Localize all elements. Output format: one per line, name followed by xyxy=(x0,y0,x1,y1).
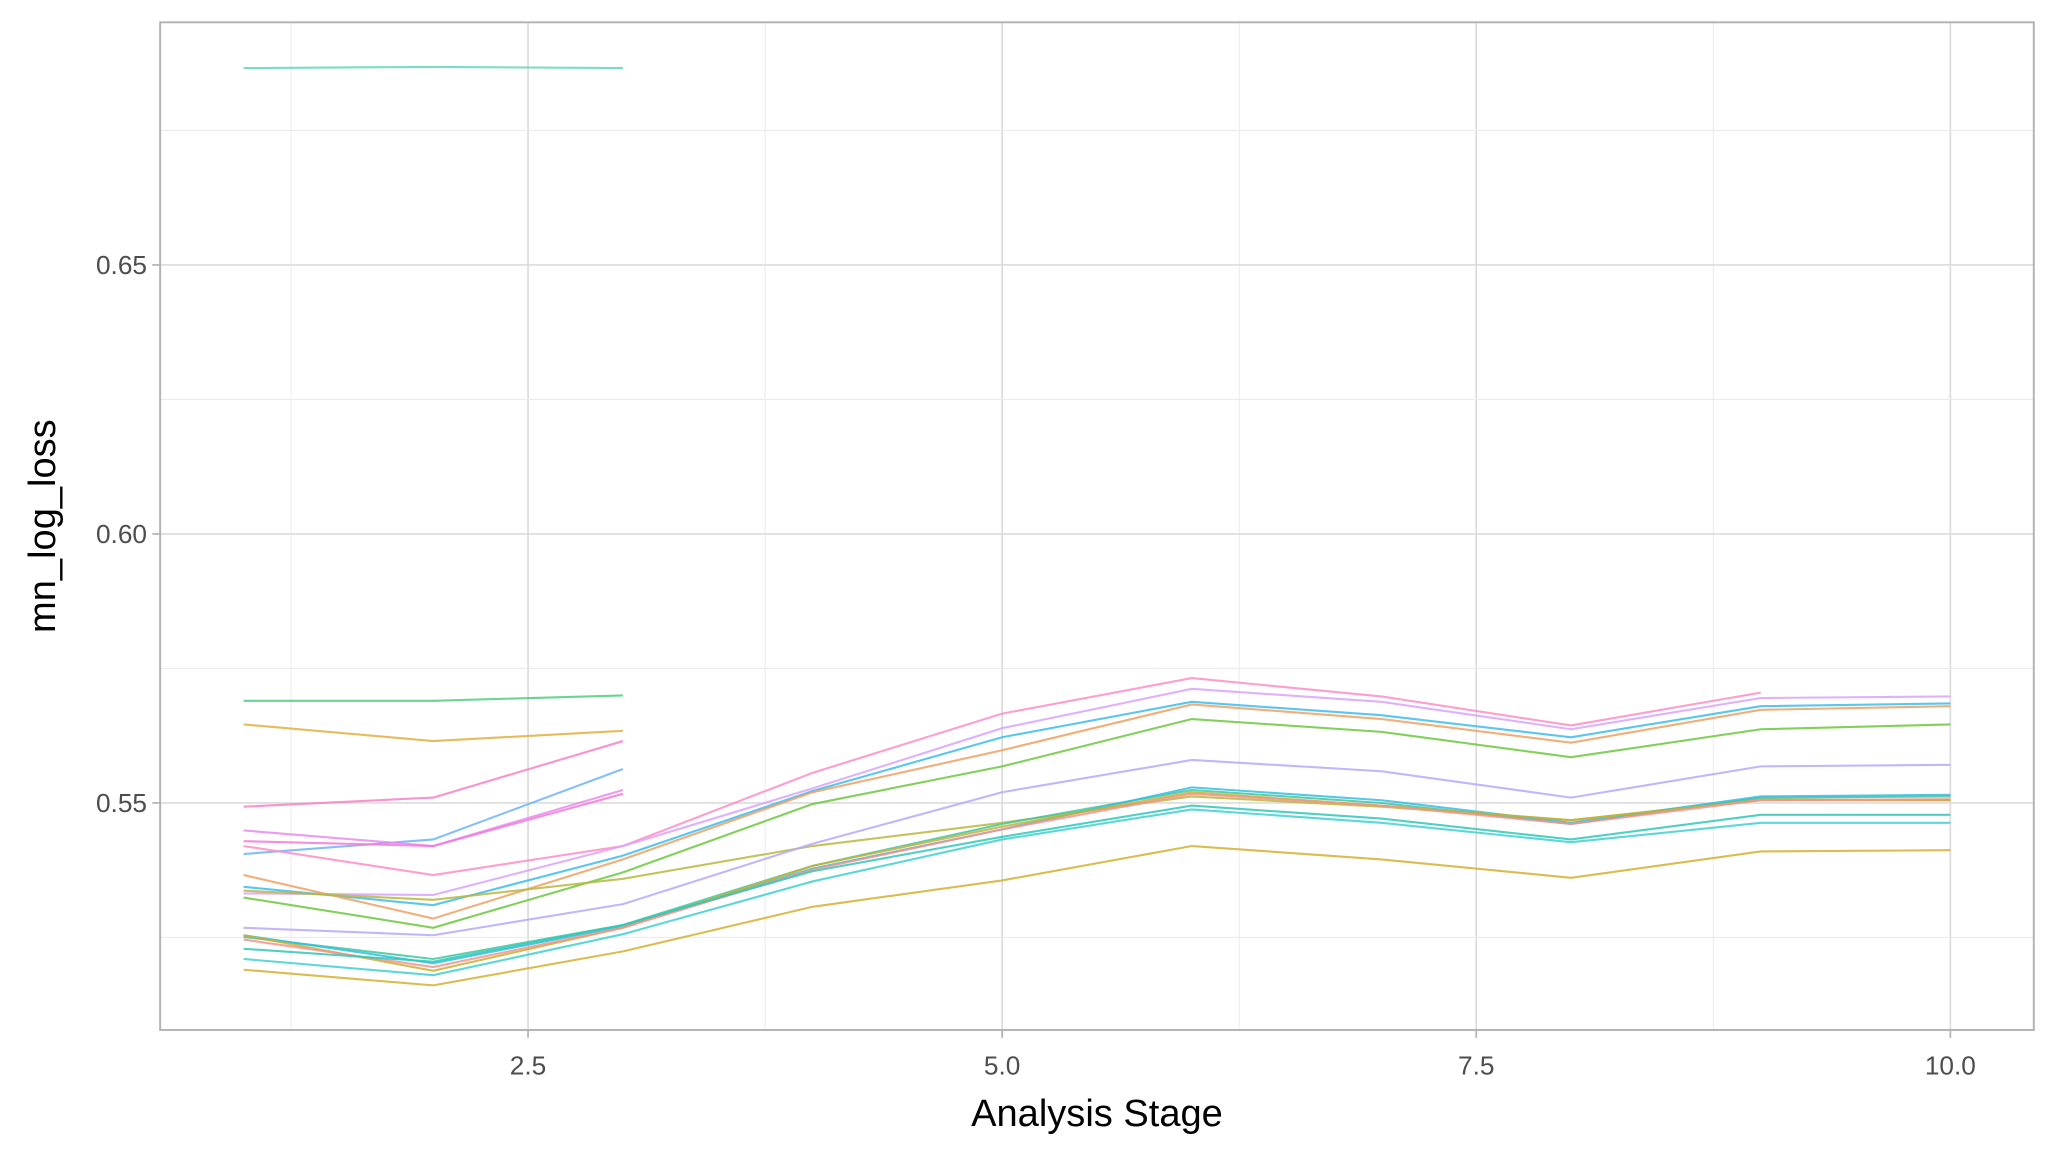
y-tick-label: 0.60 xyxy=(96,519,147,549)
series-line-4 xyxy=(243,740,624,808)
series-line-17 xyxy=(243,791,1951,972)
y-tick-label: 0.55 xyxy=(96,788,147,818)
panel-border xyxy=(159,21,2035,1031)
series-line-1 xyxy=(243,65,623,70)
series-line-7 xyxy=(243,792,624,848)
series-line-2 xyxy=(243,694,623,702)
x-tick-label: 10.0 xyxy=(1925,1051,1976,1081)
axis-ticks: 2.5 5.0 7.5 10.0 0.55 0.60 0.65 xyxy=(96,250,1976,1080)
series-line-18 xyxy=(243,792,1951,969)
x-tick-label: 2.5 xyxy=(510,1051,546,1081)
series-line-21 xyxy=(243,844,1951,987)
x-tick-label: 5.0 xyxy=(984,1051,1020,1081)
y-axis-title: mn_log_loss xyxy=(22,419,64,633)
series-lines xyxy=(243,65,1951,987)
y-tick-label: 0.65 xyxy=(96,250,147,280)
series-line-14 xyxy=(243,758,1951,937)
series-line-5 xyxy=(243,768,624,856)
series-line-9 xyxy=(243,687,1951,897)
series-line-20 xyxy=(243,808,1951,977)
x-tick-label: 7.5 xyxy=(1458,1051,1494,1081)
series-line-10 xyxy=(243,700,1951,907)
x-axis-title: Analysis Stage xyxy=(971,1093,1223,1135)
grid xyxy=(160,22,2034,1030)
series-line-3 xyxy=(243,723,623,743)
series-line-8 xyxy=(243,677,1761,877)
series-line-12 xyxy=(243,717,1951,929)
series-line-19 xyxy=(243,804,1951,963)
